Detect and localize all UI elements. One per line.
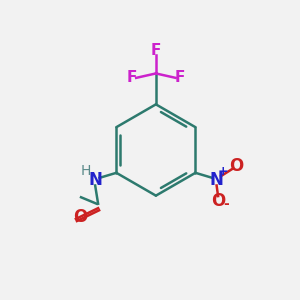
Text: F: F xyxy=(127,70,137,86)
Text: F: F xyxy=(175,70,185,86)
Text: O: O xyxy=(73,208,87,226)
Text: O: O xyxy=(229,157,243,175)
Text: -: - xyxy=(224,197,229,211)
Text: N: N xyxy=(88,171,102,189)
Text: O: O xyxy=(211,192,225,210)
Text: F: F xyxy=(151,43,161,58)
Text: +: + xyxy=(218,165,228,178)
Text: N: N xyxy=(210,171,224,189)
Text: H: H xyxy=(81,164,91,178)
